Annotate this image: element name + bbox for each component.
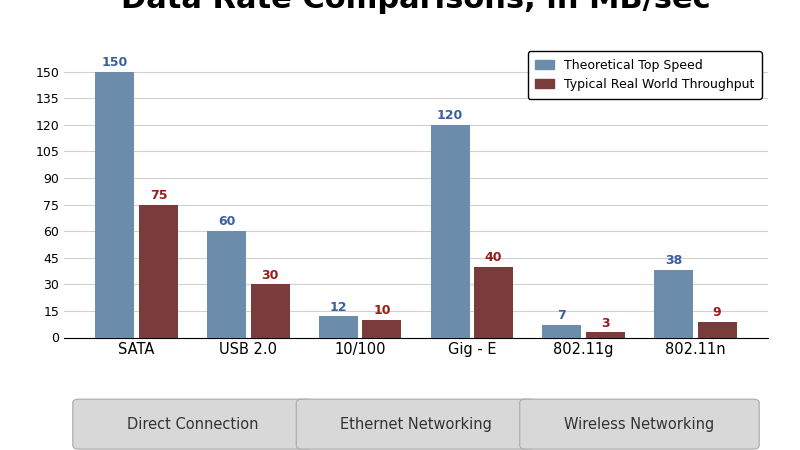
Text: 120: 120 <box>437 109 463 122</box>
Bar <box>95 72 134 338</box>
Bar <box>586 332 625 338</box>
Text: 40: 40 <box>485 251 502 264</box>
Bar <box>698 322 737 338</box>
Bar <box>207 231 246 338</box>
Text: 3: 3 <box>601 316 610 329</box>
Text: Wireless Networking: Wireless Networking <box>564 417 714 432</box>
Text: 60: 60 <box>218 216 235 229</box>
Bar <box>362 320 402 338</box>
Title: Data Rate Comparisons, in MB/sec: Data Rate Comparisons, in MB/sec <box>121 0 711 14</box>
Bar <box>250 284 290 338</box>
Text: Direct Connection: Direct Connection <box>126 417 258 432</box>
Bar <box>139 205 178 338</box>
Text: 9: 9 <box>713 306 722 319</box>
Text: 10: 10 <box>373 304 390 317</box>
Text: 30: 30 <box>262 269 279 282</box>
Text: 7: 7 <box>558 310 566 323</box>
Bar <box>318 316 358 338</box>
Bar <box>542 325 582 338</box>
Legend: Theoretical Top Speed, Typical Real World Throughput: Theoretical Top Speed, Typical Real Worl… <box>528 51 762 99</box>
Text: 38: 38 <box>665 255 682 267</box>
Text: 75: 75 <box>150 189 167 202</box>
Bar <box>430 125 470 338</box>
Text: 150: 150 <box>102 56 128 69</box>
Text: 12: 12 <box>330 301 347 314</box>
Bar <box>474 266 514 338</box>
Text: Ethernet Networking: Ethernet Networking <box>340 417 492 432</box>
Bar <box>654 270 693 338</box>
